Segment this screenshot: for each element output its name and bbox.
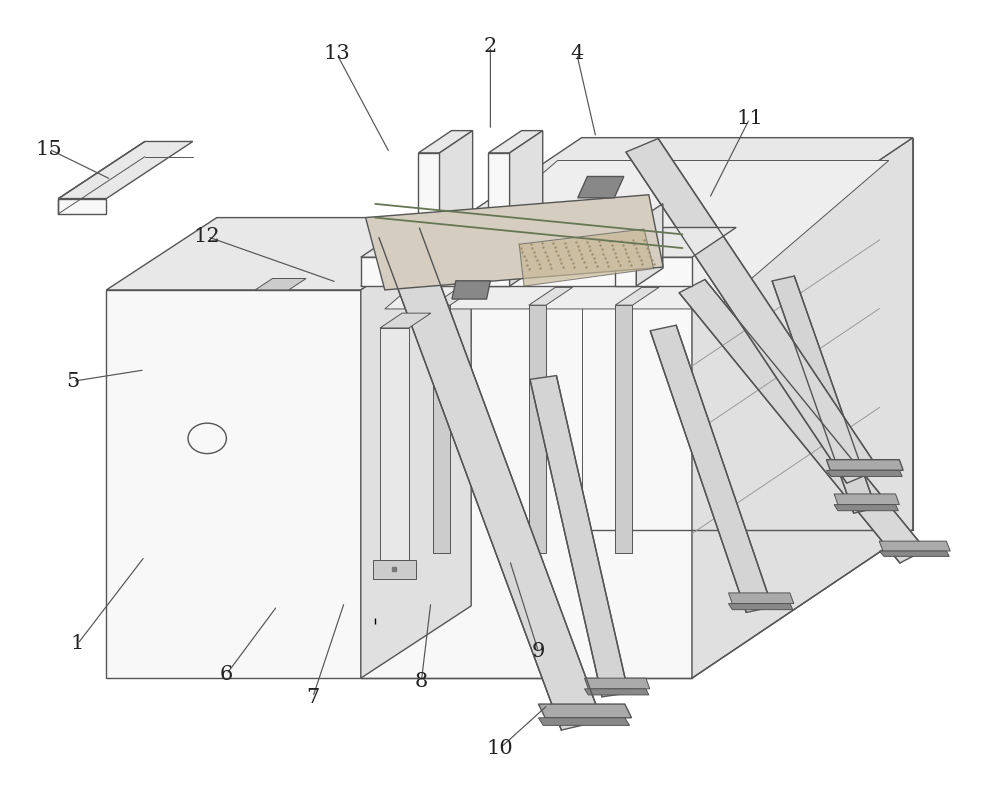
Text: 13: 13 [323, 44, 350, 63]
Polygon shape [106, 217, 471, 290]
Polygon shape [488, 131, 543, 153]
Polygon shape [530, 376, 628, 697]
Polygon shape [834, 494, 899, 504]
Polygon shape [433, 305, 450, 553]
Polygon shape [361, 228, 736, 257]
Polygon shape [529, 305, 546, 553]
Text: 6: 6 [220, 665, 233, 684]
Polygon shape [488, 153, 510, 286]
Polygon shape [361, 286, 692, 678]
Text: 8: 8 [415, 672, 428, 691]
Polygon shape [692, 138, 913, 678]
Polygon shape [615, 287, 659, 305]
Polygon shape [361, 257, 692, 286]
Polygon shape [519, 229, 654, 286]
Text: 12: 12 [194, 227, 221, 246]
Polygon shape [510, 131, 543, 286]
Text: 5: 5 [66, 372, 79, 391]
Polygon shape [834, 504, 898, 511]
Polygon shape [584, 678, 650, 689]
Polygon shape [879, 541, 950, 551]
Polygon shape [379, 228, 602, 730]
Polygon shape [418, 153, 440, 286]
Polygon shape [636, 204, 663, 286]
Polygon shape [826, 470, 902, 477]
Polygon shape [826, 460, 903, 470]
Polygon shape [578, 177, 624, 197]
Polygon shape [418, 131, 473, 153]
Polygon shape [538, 718, 630, 726]
Polygon shape [679, 279, 926, 563]
Text: 7: 7 [306, 688, 319, 707]
Polygon shape [728, 593, 794, 603]
Text: 9: 9 [532, 642, 545, 661]
Text: 2: 2 [484, 36, 497, 56]
Polygon shape [366, 195, 663, 290]
Polygon shape [385, 160, 889, 309]
Text: 15: 15 [35, 140, 62, 159]
Polygon shape [626, 139, 879, 483]
Polygon shape [728, 603, 793, 610]
Polygon shape [584, 689, 649, 695]
Polygon shape [538, 704, 632, 718]
Text: 4: 4 [570, 44, 583, 63]
Polygon shape [879, 551, 949, 557]
Polygon shape [615, 305, 632, 553]
Polygon shape [106, 290, 361, 678]
Polygon shape [255, 278, 306, 290]
Polygon shape [650, 325, 772, 612]
Polygon shape [380, 313, 431, 328]
Polygon shape [361, 217, 471, 678]
Polygon shape [58, 141, 193, 198]
Polygon shape [615, 221, 636, 286]
Polygon shape [433, 287, 477, 305]
Polygon shape [58, 198, 106, 214]
Text: 10: 10 [487, 739, 513, 757]
Text: 11: 11 [736, 109, 763, 128]
Text: 1: 1 [71, 634, 84, 653]
Polygon shape [380, 328, 409, 560]
Polygon shape [452, 281, 490, 299]
Polygon shape [772, 276, 876, 513]
Polygon shape [440, 131, 473, 286]
Polygon shape [529, 287, 573, 305]
Polygon shape [361, 138, 913, 286]
Polygon shape [373, 560, 416, 579]
